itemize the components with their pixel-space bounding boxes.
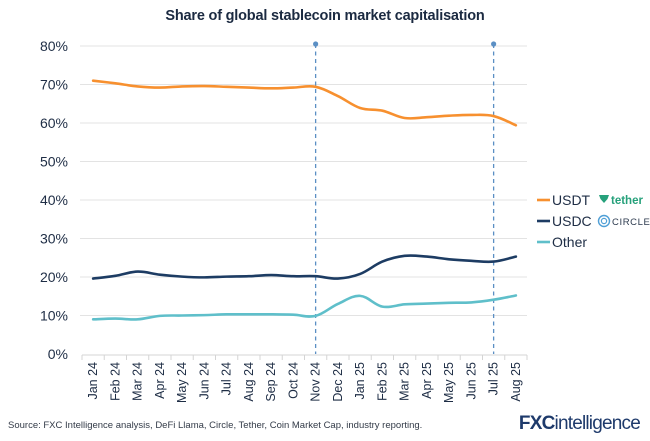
x-tick-label: Feb 25 — [375, 362, 389, 401]
x-tick-label: Apr 24 — [153, 362, 167, 399]
legend-label: USDT — [552, 192, 591, 208]
legend-item-usdc: USDC CIRCLE — [537, 213, 650, 229]
y-tick-label: 80% — [40, 38, 68, 54]
x-tick-label: Jan 24 — [86, 362, 100, 400]
annotation-marker — [313, 41, 319, 47]
y-tick-label: 30% — [40, 231, 68, 247]
y-tick-label: 40% — [40, 192, 68, 208]
circle-brand-label: CIRCLE — [612, 217, 650, 228]
series-line-usdt — [91, 79, 518, 127]
y-tick-label: 60% — [40, 115, 68, 131]
legend-label: USDC — [552, 213, 592, 229]
source-note: Source: FXC Intelligence analysis, DeFi … — [8, 420, 423, 431]
fxc-intelligence-logo: FXCintelligence — [518, 413, 641, 435]
annotation-lines — [313, 41, 497, 354]
logo-rest: intelligence — [554, 413, 641, 434]
y-tick-label: 0% — [48, 346, 68, 362]
legend-item-usdt: USDT tether — [537, 192, 643, 208]
x-tick-label: Mar 24 — [131, 362, 145, 401]
x-tick-label: Oct 24 — [286, 362, 300, 399]
x-tick-label: Aug 24 — [242, 362, 256, 402]
x-tick-label: May 24 — [175, 362, 189, 403]
tether-brand-label: tether — [611, 195, 643, 207]
y-axis: 0% 10% 20% 30% 40% 50% 60% 70% 80% — [40, 38, 68, 362]
legend: USDT tether USDC CIRCLE Other — [537, 192, 650, 250]
x-tick-label: Nov 24 — [309, 362, 323, 402]
series-lines — [91, 79, 518, 321]
circle-ring-icon — [597, 214, 611, 228]
logo-bold: FXC — [518, 413, 555, 434]
circle-logo-icon — [597, 214, 611, 228]
x-tick-label: Jun 24 — [197, 362, 211, 400]
x-tick-label: May 25 — [442, 362, 456, 403]
legend-label: Other — [552, 234, 587, 250]
y-tick-label: 10% — [40, 308, 68, 324]
x-tick-label: Jan 25 — [353, 362, 367, 400]
y-tick-label: 20% — [40, 269, 68, 285]
series-line-other — [91, 294, 518, 321]
chart-title: Share of global stablecoin market capita… — [165, 8, 485, 24]
x-tick-label: Apr 25 — [420, 362, 434, 399]
tether-shield-icon — [599, 195, 609, 203]
x-tick-label: Aug 25 — [509, 362, 523, 402]
x-tick-label: Mar 25 — [398, 362, 412, 401]
tether-logo-icon — [599, 195, 609, 203]
y-tick-label: 70% — [40, 77, 68, 93]
y-tick-label: 50% — [40, 154, 68, 170]
x-tick-label: Feb 24 — [108, 362, 122, 401]
circle-inner-icon — [600, 217, 608, 225]
x-tick-label: Jul 24 — [220, 362, 234, 395]
x-tick-label: Sep 24 — [264, 362, 278, 402]
x-tick-label: Dec 24 — [331, 362, 345, 402]
x-axis: Jan 24 Feb 24 Mar 24 Apr 24 May 24 Jun 24 Jul … — [81, 354, 528, 403]
annotation-marker — [491, 41, 497, 47]
series-line-usdc — [91, 254, 518, 280]
legend-item-other: Other — [537, 234, 587, 250]
x-tick-label: Jun 25 — [464, 362, 478, 400]
x-tick-label: Jul 25 — [487, 362, 501, 395]
